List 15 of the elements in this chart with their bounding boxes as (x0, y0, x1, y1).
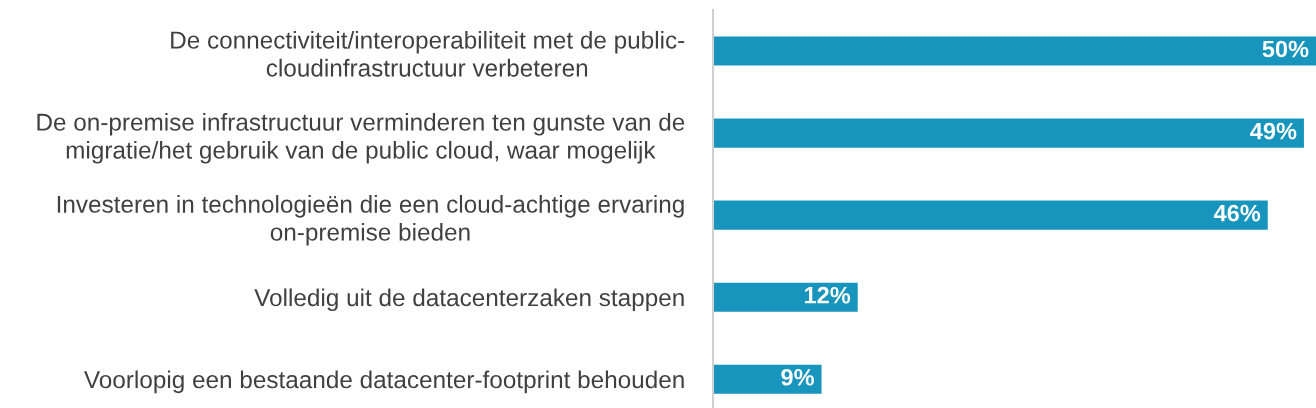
bar (713, 200, 1268, 230)
y-tick-label: Volledig uit de datacenterzaken stappen (254, 288, 684, 312)
bar (713, 118, 1304, 148)
bar (713, 364, 822, 394)
y-tick-label: De on-premise infrastructuur verminderen ten gunste van de migratie/het gebruik van de public cloud, waar mogelijk (37, 112, 685, 164)
data-label: 49% (1250, 122, 1297, 140)
y-tick-label: De connectiviteit/interoperabiliteit met de public- cloudinfrastructuur verbeteren (171, 30, 685, 77)
data-label: 50% (1262, 40, 1309, 58)
data-label: 12% (805, 286, 851, 304)
data-label: 9% (781, 368, 814, 386)
bar (713, 282, 858, 312)
y-tick-label: Investeren in technologieën die een cloud-achtige ervaring on-premise bieden (57, 195, 684, 246)
y-tick-label: Voorlopig een bestaande datacenter-footprint behouden (84, 370, 684, 394)
data-label: 46% (1213, 204, 1261, 222)
bar (713, 36, 1316, 66)
